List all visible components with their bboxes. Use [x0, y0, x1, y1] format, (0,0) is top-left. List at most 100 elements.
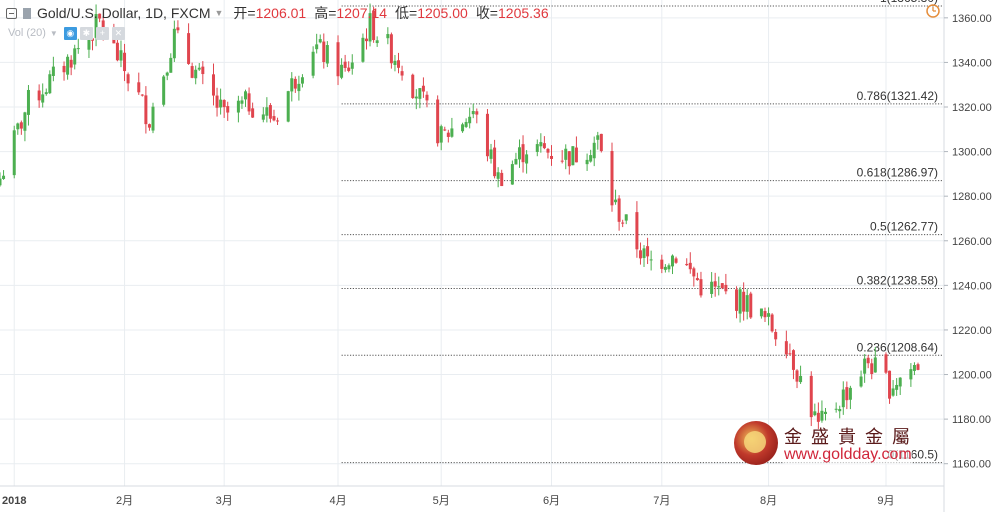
candle-down: [190, 66, 194, 78]
y-tick-label: 1160.00: [952, 459, 991, 471]
candle-up: [162, 76, 166, 105]
candle-up: [663, 266, 667, 270]
candle-up: [23, 112, 27, 131]
candle-down: [660, 259, 664, 269]
candle-down: [322, 41, 326, 62]
candle-up: [820, 410, 824, 421]
candle-up: [489, 149, 493, 159]
candle-down: [521, 144, 525, 163]
symbol-flag-icon: [23, 7, 31, 19]
candle-down: [546, 148, 550, 153]
candle-up: [219, 99, 223, 108]
candle-down: [397, 60, 401, 68]
x-tick-label: 5月: [433, 495, 450, 507]
candle-up: [564, 148, 568, 160]
candle-down: [347, 67, 351, 71]
candle-down: [888, 370, 892, 399]
symbol-title[interactable]: Gold/U.S. Dollar, 1D, FXCM: [37, 5, 211, 21]
candle-down: [187, 33, 191, 64]
candle-down: [91, 38, 95, 41]
candle-up: [386, 34, 390, 39]
candle-down: [123, 52, 127, 72]
candle-up: [813, 411, 817, 416]
candle-down: [816, 412, 820, 422]
candle-up: [848, 387, 852, 400]
candle-up: [898, 377, 902, 387]
settings-gear-icon[interactable]: ✱: [79, 26, 93, 40]
candle-down: [574, 147, 578, 163]
y-tick-label: 1320.00: [952, 102, 992, 114]
candle-down: [774, 331, 778, 340]
candle-down: [137, 82, 141, 93]
candle-down: [635, 212, 639, 250]
candle-down: [389, 34, 393, 64]
candle-up: [859, 376, 863, 387]
candle-up: [895, 384, 899, 390]
grid: [0, 0, 944, 486]
x-tick-label: 4月: [329, 495, 346, 507]
y-tick-label: 1220.00: [952, 325, 992, 337]
candle-down: [809, 375, 813, 418]
candle-down: [364, 38, 368, 42]
candle-up: [300, 77, 304, 84]
candle-down: [646, 246, 650, 257]
candle-up: [585, 159, 589, 165]
candle-up: [151, 106, 155, 131]
candle-down: [500, 172, 504, 187]
candle-up: [464, 121, 468, 127]
candle-up: [240, 100, 244, 104]
candle-down: [251, 108, 255, 118]
visibility-eye-icon[interactable]: ◉: [63, 26, 77, 40]
candle-up: [368, 13, 372, 42]
candle-down: [735, 289, 739, 311]
candle-up: [194, 69, 198, 79]
y-tick-label: 1300.00: [952, 147, 992, 159]
candle-down: [685, 263, 689, 266]
y-axis-labels: 1160.00 1180.00 1200.00 1220.00 1240.00 1260.…: [944, 13, 992, 471]
candle-down: [621, 222, 625, 224]
candle-down: [770, 314, 774, 332]
volume-indicator-label[interactable]: Vol (20): [8, 27, 46, 39]
candle-up: [375, 40, 379, 44]
candle-up: [41, 94, 45, 103]
chart-header: Gold/U.S. Dollar, 1D, FXCM ▼ 开= 1206.01 …: [6, 3, 557, 23]
candle-down: [372, 10, 376, 41]
y-tick-label: 1360.00: [952, 13, 992, 25]
candle-up: [12, 130, 16, 176]
candle-up: [265, 107, 269, 116]
candle-down: [791, 350, 795, 370]
candle-up: [414, 96, 418, 99]
low-value: 1205.00: [417, 5, 468, 21]
alert-clock-icon[interactable]: [926, 4, 940, 18]
candle-up: [236, 100, 240, 113]
candle-up: [710, 281, 714, 294]
candle-up: [745, 295, 749, 312]
candle-up: [738, 289, 742, 314]
collapse-icon[interactable]: [6, 7, 17, 19]
x-tick-label: 7月: [653, 495, 670, 507]
candle-down: [724, 284, 728, 292]
axes: [0, 0, 945, 512]
y-tick-label: 1260.00: [952, 236, 992, 248]
remove-close-icon[interactable]: ✕: [111, 26, 125, 40]
watermark-url: www.goldday.com: [784, 446, 912, 464]
candle-down: [140, 94, 144, 96]
symbol-dropdown-icon[interactable]: ▼: [214, 8, 224, 18]
candle-down: [126, 74, 130, 84]
candle-up: [16, 123, 20, 130]
candle-down: [222, 100, 226, 108]
candle-up: [172, 28, 176, 59]
more-plus-icon[interactable]: +: [95, 26, 109, 40]
candle-up: [350, 62, 354, 69]
watermark-chinese-name: 金盛貴金屬: [784, 427, 919, 448]
candle-down: [475, 111, 479, 115]
high-label: 高=: [314, 5, 337, 21]
candle-up: [0, 178, 2, 186]
x-tick-label: 6月: [543, 495, 560, 507]
indicator-dropdown-icon[interactable]: ▼: [49, 28, 58, 38]
candle-up: [461, 124, 465, 132]
x-tick-label: 8月: [760, 495, 777, 507]
low-label: 低=: [395, 5, 418, 21]
candle-up: [614, 199, 618, 203]
